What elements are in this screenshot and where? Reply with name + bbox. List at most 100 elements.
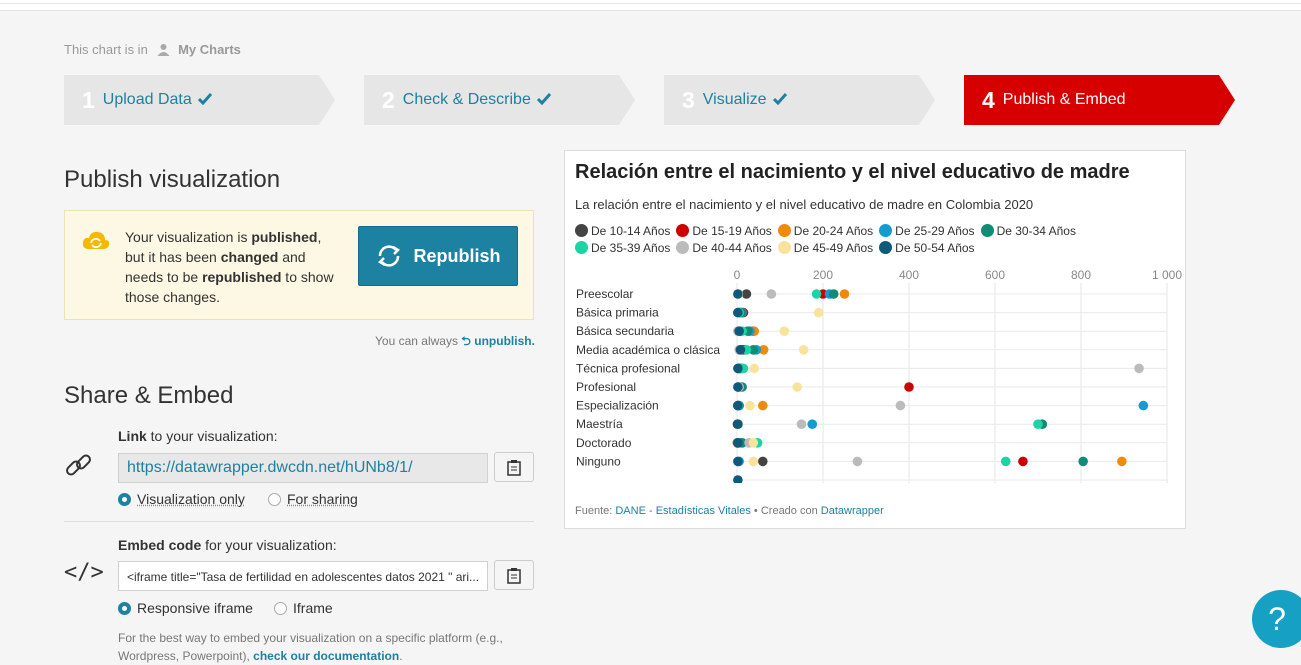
chart-title: Relación entre el nacimiento y el nivel … (575, 161, 1130, 184)
data-point (749, 364, 759, 374)
data-point (745, 401, 755, 411)
legend-label: De 40-44 Años (692, 241, 771, 255)
legend-label: De 25-29 Años (895, 224, 974, 238)
legend-item: De 45-49 Años (778, 240, 873, 257)
step-check-describe[interactable]: 2 Check & Describe (364, 75, 619, 125)
data-point (799, 345, 809, 355)
category-label: Profesional (576, 380, 636, 394)
republish-button[interactable]: Republish (358, 226, 518, 286)
legend-label: De 50-54 Años (895, 241, 974, 255)
category-label: Maestría (576, 417, 623, 431)
data-point (812, 289, 822, 299)
category-label: Especialización (576, 399, 659, 413)
publish-heading: Publish visualization (64, 166, 280, 194)
data-point (1139, 401, 1149, 411)
unpublish-hint: You can always ⮌ unpublish. (375, 332, 535, 353)
category-label: Preescolar (576, 287, 633, 301)
clipboard-icon (507, 567, 521, 584)
data-point (792, 382, 802, 392)
help-button[interactable]: ? (1252, 590, 1301, 648)
data-point (758, 401, 768, 411)
data-point (767, 289, 777, 299)
legend-swatch (778, 224, 791, 237)
share-url-field[interactable]: https://datawrapper.dwcdn.net/hUNb8/1/ (118, 453, 488, 483)
legend-item: De 40-44 Años (676, 240, 771, 257)
step-number: 3 (682, 87, 695, 114)
category-label: Básica secundaria (576, 324, 674, 338)
legend-item: De 35-39 Años (575, 240, 670, 257)
radio-for-sharing[interactable]: For sharing (268, 491, 358, 507)
chart-preview: Relación entre el nacimiento y el nivel … (564, 150, 1186, 529)
data-point (1134, 364, 1144, 374)
x-tick-label: 600 (985, 268, 1005, 282)
chart-legend: De 10-14 Años De 15-19 Años De 20-24 Años D… (575, 223, 1175, 257)
x-tick-label: 200 (813, 268, 833, 282)
data-point (733, 419, 743, 429)
legend-swatch (676, 241, 689, 254)
share-heading: Share & Embed (64, 382, 233, 410)
republish-notice: Your visualization is published, but it … (64, 210, 534, 320)
link-label: Link to your visualization: (118, 428, 278, 444)
data-point (749, 438, 759, 448)
radio-responsive-iframe[interactable]: Responsive iframe (118, 600, 253, 616)
chart-plot: 0 200 400 600 800 1 000PreescolarBásica prima… (565, 263, 1185, 483)
legend-swatch (981, 224, 994, 237)
source-link[interactable]: DANE - Estadísticas Vitales (615, 505, 751, 517)
step-number: 1 (82, 87, 95, 114)
datawrapper-link[interactable]: Datawrapper (821, 505, 884, 517)
data-point (736, 345, 746, 355)
x-tick-label: 800 (1071, 268, 1091, 282)
data-point (797, 419, 807, 429)
data-point (807, 419, 817, 429)
radio-iframe[interactable]: Iframe (274, 600, 333, 616)
legend-item: De 20-24 Años (778, 223, 873, 240)
legend-label: De 15-19 Años (692, 224, 771, 238)
data-point (1001, 457, 1011, 467)
legend-label: De 45-49 Años (794, 241, 873, 255)
category-label: Básica primaria (576, 306, 659, 320)
clipboard-icon (507, 459, 521, 476)
category-label: Doctorado (576, 436, 632, 450)
legend-item: De 15-19 Años (676, 223, 771, 240)
data-point (733, 364, 743, 374)
step-publish-embed[interactable]: 4 Publish & Embed (964, 75, 1219, 125)
data-point (733, 382, 743, 392)
republish-label: Republish (413, 246, 500, 267)
step-upload-data[interactable]: 1 Upload Data (64, 75, 319, 125)
data-point (749, 457, 759, 467)
copy-url-button[interactable] (494, 452, 534, 482)
step-number: 4 (982, 87, 995, 114)
step-label: Check & Describe (403, 91, 531, 109)
data-point (733, 457, 743, 467)
user-icon (157, 43, 170, 59)
data-point (734, 326, 744, 336)
data-point (733, 438, 743, 448)
legend-swatch (676, 224, 689, 237)
top-bar (0, 0, 1301, 11)
category-label: Ninguno (576, 454, 621, 468)
unpublish-link[interactable]: unpublish. (474, 334, 535, 348)
step-visualize[interactable]: 3 Visualize (664, 75, 919, 125)
breadcrumb-prefix: This chart is in (64, 42, 148, 57)
embed-code-field[interactable]: <iframe title="Tasa de fertilidad en ado… (118, 561, 488, 591)
copy-embed-button[interactable] (494, 560, 534, 590)
divider (64, 521, 534, 522)
legend-swatch (879, 241, 892, 254)
breadcrumb-folder-link[interactable]: My Charts (178, 42, 241, 57)
radio-visualization-only[interactable]: Visualization only (118, 491, 245, 507)
legend-item: De 30-34 Años (981, 223, 1076, 240)
data-point (904, 382, 914, 392)
chart-subtitle: La relación entre el nacimiento y el niv… (575, 197, 1033, 212)
checkmark-icon (773, 92, 787, 109)
data-point (896, 401, 906, 411)
data-point (733, 289, 743, 299)
refresh-icon (375, 244, 403, 268)
breadcrumb: This chart is in My Charts (64, 42, 241, 59)
category-label: Media académica o clásica (576, 343, 720, 357)
legend-label: De 30-34 Años (997, 224, 1076, 238)
legend-label: De 10-14 Años (591, 224, 670, 238)
legend-item: De 10-14 Años (575, 223, 670, 240)
data-point (1018, 457, 1028, 467)
data-point (733, 308, 743, 318)
legend-swatch (575, 224, 588, 237)
